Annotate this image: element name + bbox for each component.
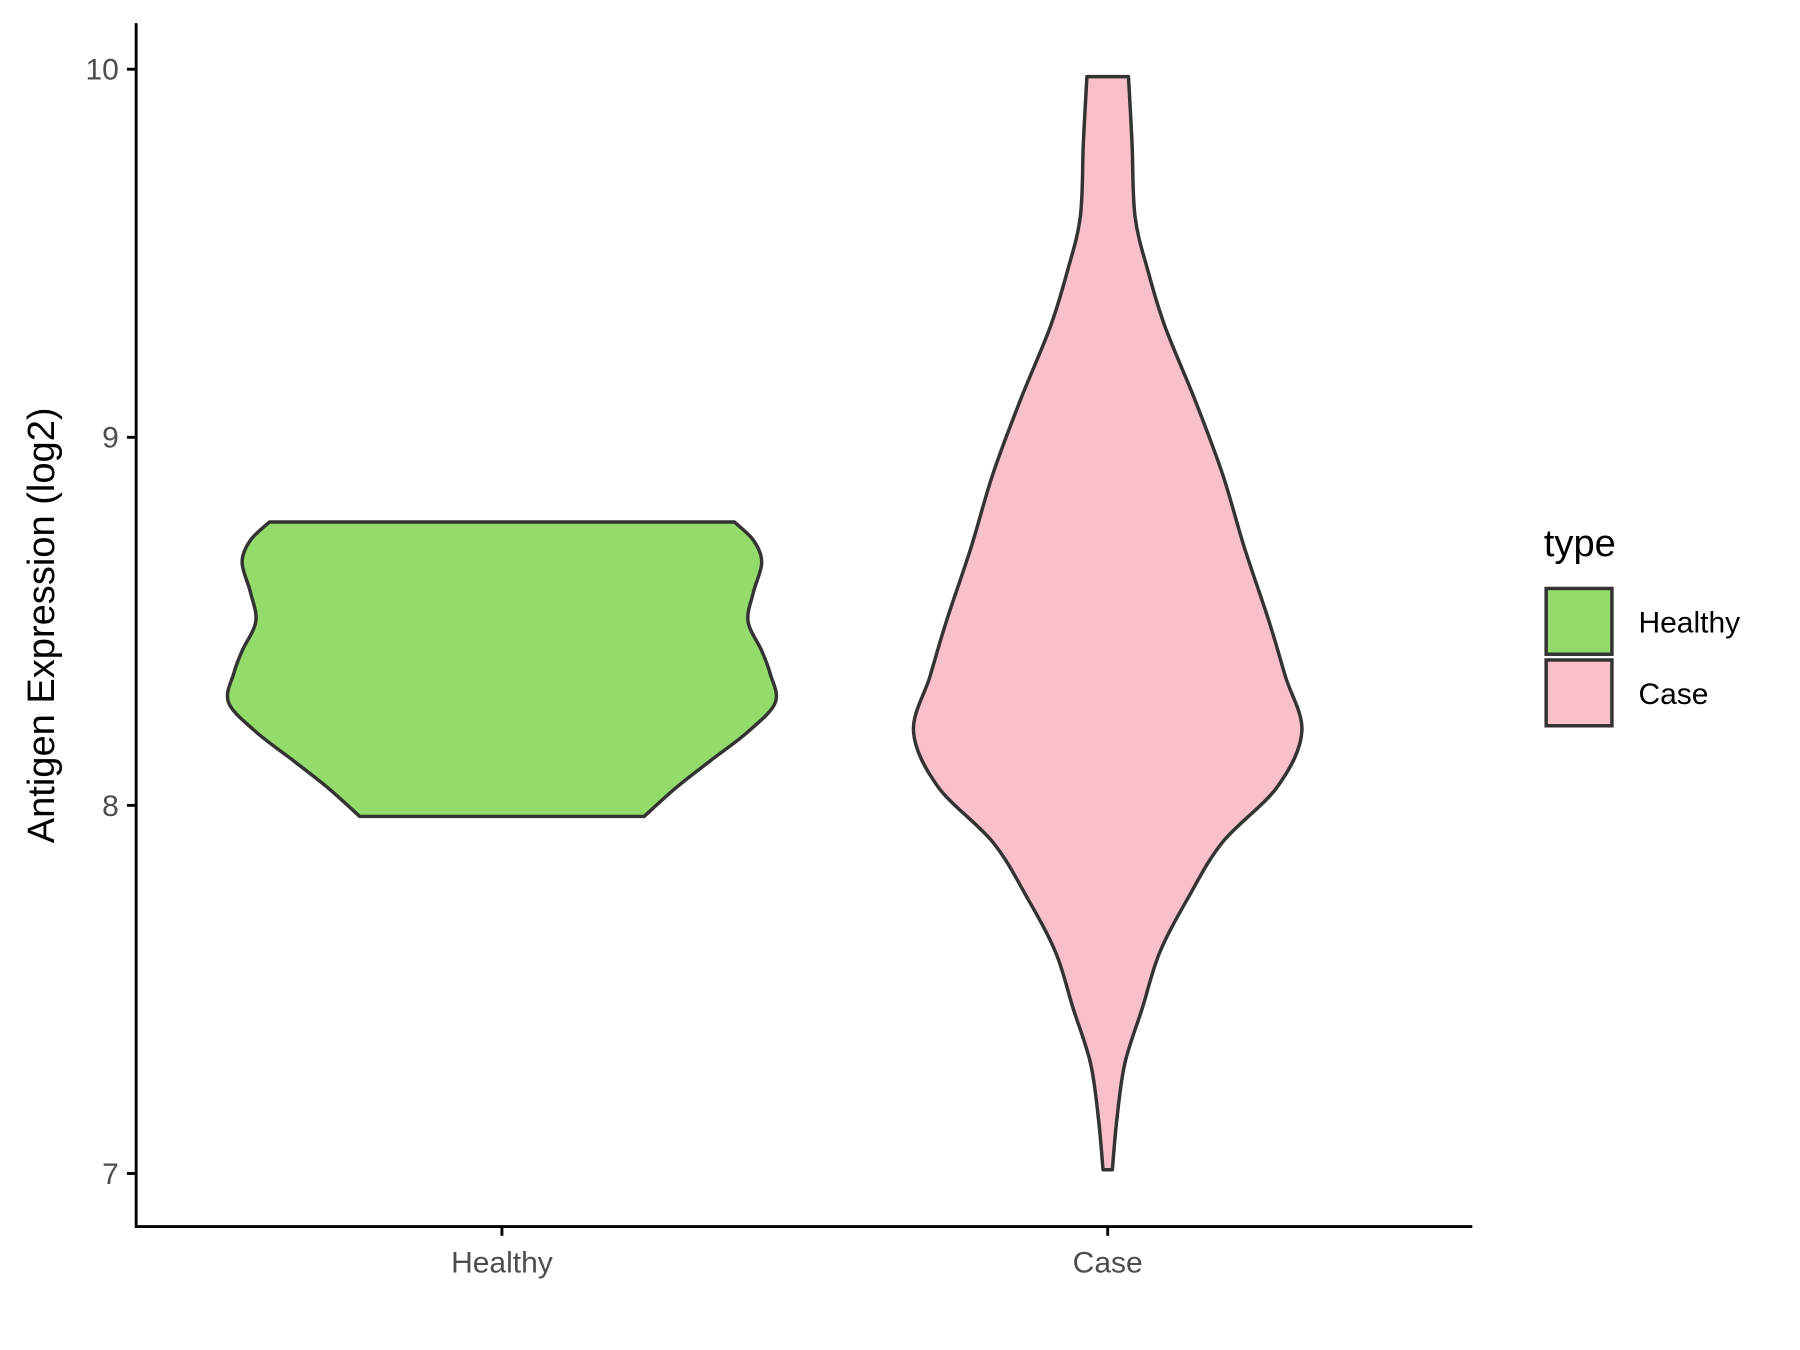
y-tick-label: 9 (102, 422, 119, 455)
legend-title: type (1544, 523, 1616, 565)
x-ticks: Healthy Case (451, 1226, 1143, 1280)
violin-healthy (225, 520, 779, 819)
x-tick-label: Healthy (451, 1247, 553, 1280)
violins (225, 74, 1304, 1172)
legend-key-case (1544, 658, 1614, 728)
legend-key-healthy (1544, 586, 1614, 656)
y-ticks: 7 8 9 10 (85, 54, 137, 1191)
y-tick-label: 10 (85, 54, 118, 87)
y-axis-title: Antigen Expression (log2) (21, 407, 63, 843)
legend-label: Case (1638, 678, 1708, 711)
y-tick-label: 7 (102, 1158, 119, 1191)
y-tick-label: 8 (102, 790, 119, 823)
legend: Healthy Case (1544, 586, 1740, 728)
x-tick-label: Case (1073, 1247, 1143, 1280)
violin-case (911, 74, 1304, 1172)
legend-label: Healthy (1638, 606, 1740, 639)
